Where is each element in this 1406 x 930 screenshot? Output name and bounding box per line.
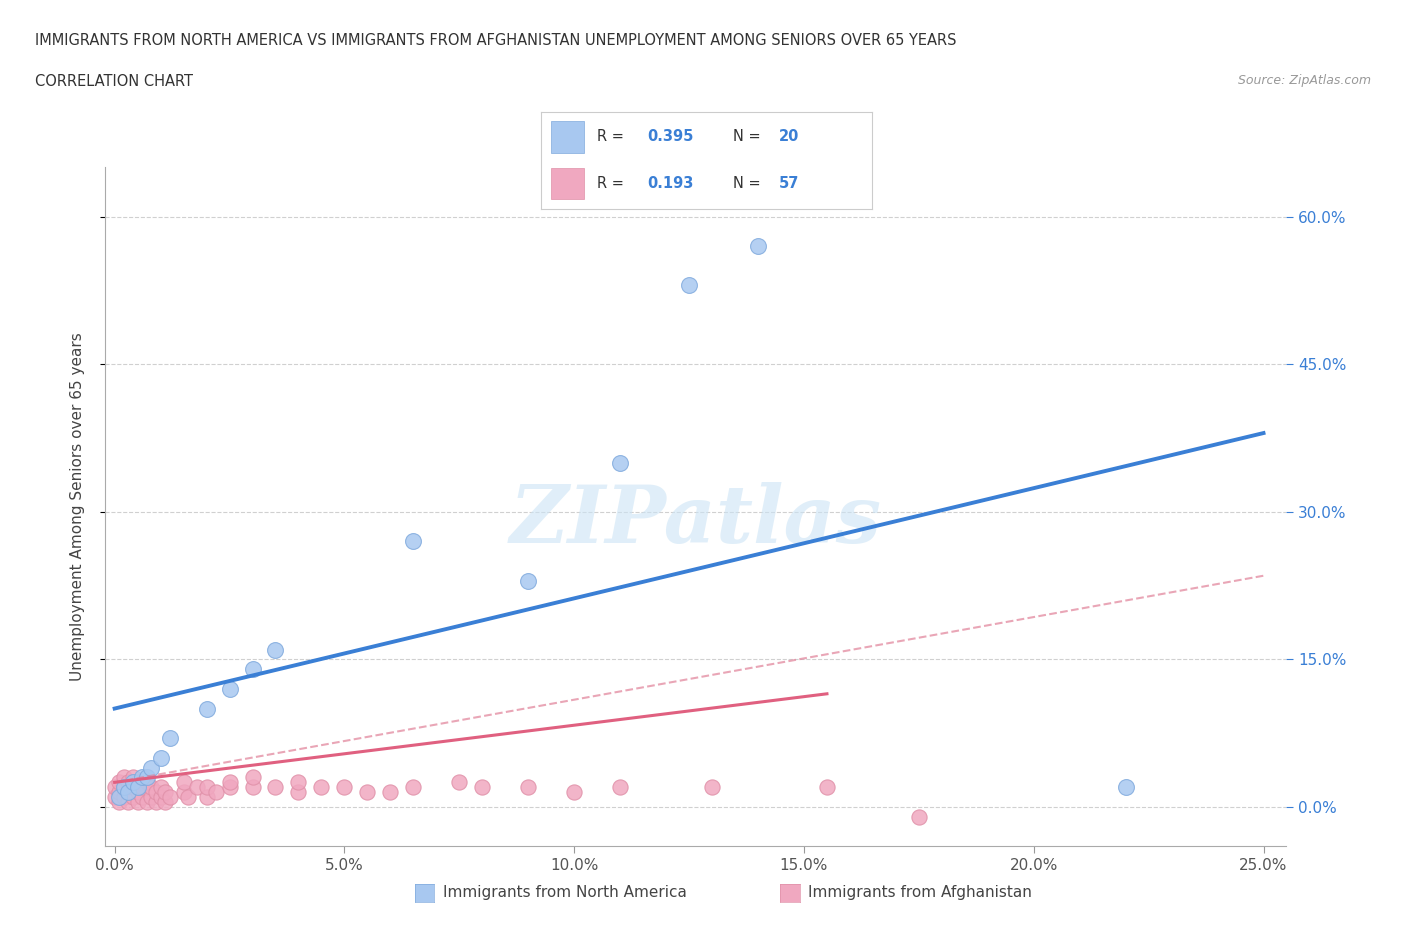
Point: [108, 794, 131, 809]
Text: 20: 20: [779, 129, 800, 144]
Point: [517, 573, 540, 588]
Point: [218, 775, 240, 790]
Point: [287, 785, 309, 800]
Text: 57: 57: [779, 177, 800, 192]
Point: [117, 775, 139, 790]
Point: [135, 775, 157, 790]
Text: R =: R =: [598, 177, 628, 192]
Point: [149, 751, 172, 765]
Point: [117, 785, 139, 800]
Point: [517, 780, 540, 795]
Point: [242, 780, 264, 795]
Point: [127, 785, 149, 800]
Point: [195, 701, 218, 716]
Point: [402, 534, 425, 549]
Point: [104, 790, 127, 804]
Point: [141, 760, 163, 775]
Text: IMMIGRANTS FROM NORTH AMERICA VS IMMIGRANTS FROM AFGHANISTAN UNEMPLOYMENT AMONG : IMMIGRANTS FROM NORTH AMERICA VS IMMIGRA…: [35, 33, 956, 47]
Point: [131, 780, 153, 795]
Y-axis label: Unemployment Among Seniors over 65 years: Unemployment Among Seniors over 65 years: [70, 333, 84, 682]
Point: [149, 780, 172, 795]
Text: CORRELATION CHART: CORRELATION CHART: [35, 74, 193, 89]
Point: [908, 809, 931, 824]
Point: [609, 455, 631, 470]
Point: [131, 790, 153, 804]
Point: [122, 780, 145, 795]
Point: [356, 785, 378, 800]
Text: N =: N =: [733, 129, 765, 144]
Point: [333, 780, 356, 795]
Point: [402, 780, 425, 795]
Point: [218, 682, 240, 697]
Text: Source: ZipAtlas.com: Source: ZipAtlas.com: [1237, 74, 1371, 87]
Point: [159, 790, 181, 804]
Point: [242, 662, 264, 677]
Point: [153, 794, 176, 809]
Point: [141, 790, 163, 804]
Point: [127, 775, 149, 790]
Point: [135, 794, 157, 809]
Point: [471, 780, 494, 795]
Point: [218, 780, 240, 795]
Text: N =: N =: [733, 177, 765, 192]
Point: [117, 785, 139, 800]
Point: [112, 780, 135, 795]
Point: [173, 785, 195, 800]
Point: [127, 794, 149, 809]
Point: [112, 780, 135, 795]
Point: [112, 770, 135, 785]
FancyBboxPatch shape: [551, 122, 585, 153]
Point: [159, 731, 181, 746]
Point: [609, 780, 631, 795]
Point: [747, 239, 769, 254]
Point: [122, 790, 145, 804]
Point: [242, 770, 264, 785]
Point: [204, 785, 226, 800]
Point: [287, 775, 309, 790]
Point: [311, 780, 333, 795]
Point: [135, 770, 157, 785]
Point: [145, 794, 167, 809]
Point: [186, 780, 208, 795]
Point: [153, 785, 176, 800]
Point: [380, 785, 402, 800]
Point: [122, 770, 145, 785]
Point: [149, 790, 172, 804]
Point: [264, 780, 287, 795]
Point: [449, 775, 471, 790]
Point: [108, 775, 131, 790]
Point: [104, 780, 127, 795]
Point: [264, 642, 287, 657]
FancyBboxPatch shape: [551, 168, 585, 200]
Text: ZIPatlas: ZIPatlas: [510, 482, 882, 559]
Point: [108, 785, 131, 800]
Point: [117, 794, 139, 809]
Text: 0.193: 0.193: [647, 177, 693, 192]
Point: [195, 790, 218, 804]
Point: [678, 278, 700, 293]
Point: [108, 790, 131, 804]
Point: [112, 790, 135, 804]
Point: [127, 780, 149, 795]
Point: [562, 785, 585, 800]
Text: Immigrants from North America: Immigrants from North America: [443, 885, 686, 900]
Text: Immigrants from Afghanistan: Immigrants from Afghanistan: [808, 885, 1032, 900]
Point: [122, 775, 145, 790]
Point: [173, 775, 195, 790]
Text: R =: R =: [598, 129, 628, 144]
Point: [145, 785, 167, 800]
Point: [131, 770, 153, 785]
Point: [195, 780, 218, 795]
Point: [815, 780, 838, 795]
Point: [141, 780, 163, 795]
Point: [700, 780, 723, 795]
Point: [177, 790, 200, 804]
Point: [1115, 780, 1137, 795]
Text: 0.395: 0.395: [647, 129, 693, 144]
